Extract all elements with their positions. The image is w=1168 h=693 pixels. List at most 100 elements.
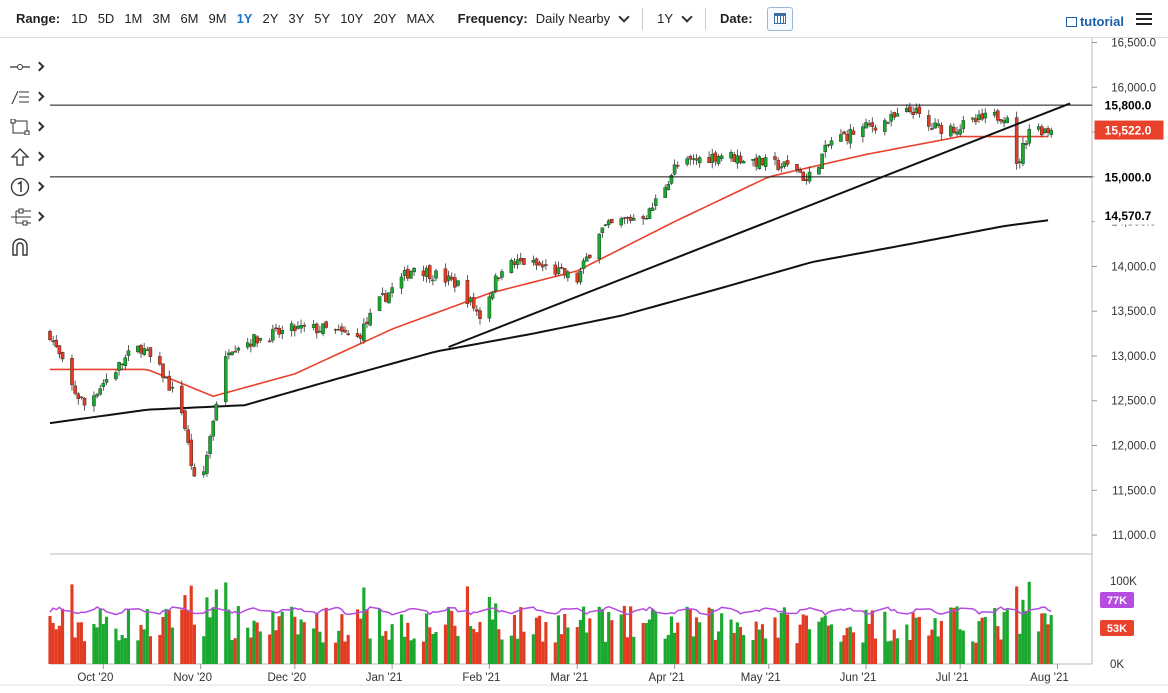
volume-bar: [961, 630, 965, 664]
volume-bar: [522, 631, 526, 664]
candle-body: [955, 131, 959, 135]
range-button-5y[interactable]: 5Y: [314, 11, 331, 26]
range-button-3y[interactable]: 3Y: [288, 11, 305, 26]
candle-body: [1043, 128, 1047, 133]
volume-bar: [186, 610, 190, 664]
volume-bar: [883, 611, 887, 664]
candle-body: [958, 129, 962, 135]
price-level-label: 15,000.0: [1105, 170, 1152, 184]
volume-bar: [76, 622, 80, 664]
candle-body: [336, 329, 341, 331]
price-level-label: 15,522.0: [1105, 124, 1152, 138]
volume-bar: [795, 643, 799, 664]
range-button-10y[interactable]: 10Y: [340, 11, 364, 26]
candle-body: [930, 128, 934, 130]
fib-tool[interactable]: [0, 82, 48, 112]
candle-body: [362, 323, 366, 341]
candle-body: [697, 157, 702, 164]
frequency-dropdown[interactable]: Daily Nearby: [536, 10, 630, 26]
y-tick-label: 13,500.0: [1111, 306, 1156, 318]
candle-body: [412, 268, 416, 273]
volume-bar: [271, 611, 275, 664]
volume-bar: [337, 630, 341, 664]
candle-body: [57, 345, 62, 355]
tutorial-link[interactable]: tutorial: [1065, 14, 1124, 29]
volume-bar: [607, 611, 611, 664]
range-button-3m[interactable]: 3M: [152, 11, 171, 26]
candle-body: [773, 156, 777, 160]
candle-body: [801, 171, 806, 181]
candle-body: [205, 454, 209, 474]
number-marker-tool[interactable]: [0, 172, 48, 202]
range-button-5d[interactable]: 5D: [97, 11, 115, 26]
range-button-1y[interactable]: 1Y: [236, 11, 253, 26]
candle-body: [807, 171, 812, 182]
hamburger-menu-icon[interactable]: [1136, 13, 1152, 25]
volume-bar: [911, 612, 915, 664]
magnet-tool[interactable]: [0, 232, 48, 262]
candle-body: [1018, 161, 1022, 163]
candle-body: [471, 297, 476, 309]
arrow-tool[interactable]: [0, 142, 48, 172]
volume-bar: [409, 640, 413, 664]
candle-body: [324, 321, 328, 328]
candle-body: [390, 287, 394, 294]
candle-body: [387, 292, 391, 304]
chevron-right-icon: [34, 121, 45, 132]
volume-bar: [48, 615, 52, 664]
candle-body: [980, 113, 984, 120]
volume-bar: [114, 628, 118, 664]
volume-bar: [1024, 610, 1028, 664]
candle-body: [983, 112, 988, 119]
volume-bar: [845, 627, 849, 664]
volume-bar: [1037, 631, 1041, 664]
volume-bar: [754, 621, 758, 664]
range-button-1d[interactable]: 1D: [71, 11, 88, 26]
volume-bar: [456, 635, 460, 664]
pitchfork-tool[interactable]: [0, 202, 48, 232]
candle-body: [895, 113, 900, 117]
volume-bar: [534, 617, 539, 664]
volume-bar: [905, 624, 909, 664]
volume-bar: [136, 640, 140, 664]
candle-body: [776, 159, 780, 170]
date-picker-button[interactable]: [766, 6, 793, 31]
volume-bar: [368, 638, 372, 664]
volume-bar: [575, 627, 579, 664]
volume-axis: 100K 0K 77K 53K: [1100, 576, 1137, 671]
candle-body: [368, 312, 372, 326]
volume-bar: [101, 623, 105, 664]
period-dropdown[interactable]: 1Y: [657, 10, 693, 26]
range-button-20y[interactable]: 20Y: [373, 11, 397, 26]
volume-bar: [453, 625, 457, 664]
range-button-max[interactable]: MAX: [406, 11, 435, 26]
volume-bar: [104, 616, 109, 664]
volume-bar: [381, 635, 385, 664]
range-button-2y[interactable]: 2Y: [262, 11, 279, 26]
chevron-right-icon: [34, 61, 45, 72]
candle-body: [861, 126, 865, 137]
volume-bar: [443, 624, 448, 664]
candle-body: [829, 140, 834, 146]
volume-value-label: 77K: [1107, 595, 1127, 607]
candle-body: [996, 110, 1000, 121]
candle-body: [98, 388, 102, 395]
range-button-9m[interactable]: 9M: [208, 11, 227, 26]
crosshair-tool[interactable]: [0, 52, 48, 82]
candle-body: [688, 156, 693, 160]
candle-body: [826, 144, 831, 146]
candle-body: [365, 321, 369, 324]
candle-body: [782, 161, 787, 167]
volume-bar: [1046, 624, 1050, 664]
candle-body: [653, 198, 658, 206]
rectangle-tool[interactable]: [0, 112, 48, 142]
range-button-6m[interactable]: 6M: [180, 11, 199, 26]
candle-body: [735, 155, 740, 164]
volume-bar: [202, 636, 206, 664]
price-labels: 15,800.0 15,522.0 15,000.0 14,570.7: [1094, 95, 1164, 225]
candle-body: [321, 323, 325, 334]
range-button-1m[interactable]: 1M: [124, 11, 143, 26]
time-axis: Oct '20 Nov '20 Dec '20 Jan '21 Feb '21 Mar '…: [77, 664, 1069, 684]
candle-body: [974, 118, 978, 123]
